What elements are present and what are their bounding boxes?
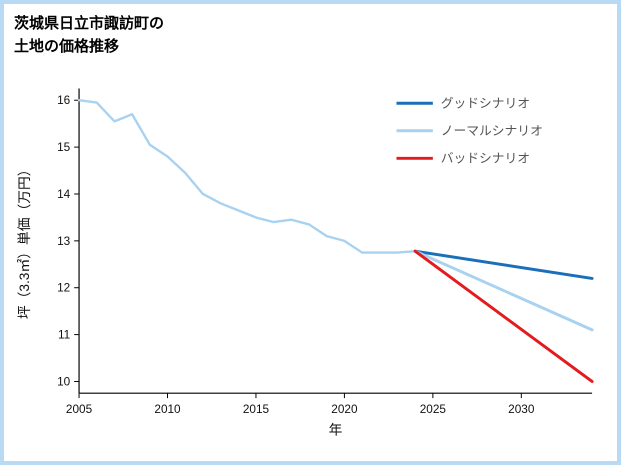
y-tick-label: 12 bbox=[57, 282, 70, 295]
y-tick-label: 13 bbox=[57, 235, 71, 248]
chart-title-line2: 土地の価格推移 bbox=[14, 38, 120, 56]
price-trend-line-chart: 2005 2010 2015 2020 2025 2030 10 11 12 13 14 15 16 年 坪… bbox=[17, 88, 594, 437]
series-normal-scenario bbox=[413, 249, 594, 332]
x-tick-label: 2030 bbox=[508, 403, 535, 416]
y-tick-label: 11 bbox=[58, 329, 70, 342]
legend-label: グッドシナリオ bbox=[441, 96, 530, 111]
x-tick-label: 2005 bbox=[66, 403, 93, 416]
y-tick-label: 14 bbox=[57, 188, 71, 201]
x-tick-label: 2025 bbox=[420, 403, 447, 416]
chart-title: 茨城県日立市諏訪町の 土地の価格推移 bbox=[14, 12, 164, 59]
x-tick-label: 2020 bbox=[331, 403, 358, 416]
series-bad-scenario bbox=[413, 249, 594, 383]
x-axis-label: 年 bbox=[329, 422, 343, 437]
series-historical bbox=[77, 99, 417, 254]
y-tick-label: 10 bbox=[57, 375, 71, 388]
x-tick-label: 2010 bbox=[154, 403, 181, 416]
series-good-scenario bbox=[413, 249, 594, 280]
y-tick-label: 16 bbox=[57, 94, 71, 107]
legend-label: ノーマルシナリオ bbox=[441, 123, 543, 138]
y-axis-label: 坪（3.3㎡）単価（万円） bbox=[17, 163, 32, 320]
x-tick-label: 2015 bbox=[243, 403, 270, 416]
y-tick-label: 15 bbox=[57, 141, 71, 154]
chart-title-line1: 茨城県日立市諏訪町の bbox=[14, 15, 165, 32]
legend-label: バッドシナリオ bbox=[441, 151, 530, 166]
